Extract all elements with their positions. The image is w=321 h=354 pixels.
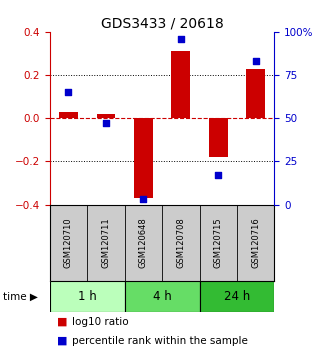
Bar [209,118,228,157]
Text: ■: ■ [56,336,67,346]
Text: time ▶: time ▶ [3,292,38,302]
Text: GSM120710: GSM120710 [64,218,73,268]
Bar [125,281,200,312]
Text: GSM120711: GSM120711 [101,218,110,268]
Bar [59,112,78,118]
Text: GSM120708: GSM120708 [176,218,185,268]
Text: log10 ratio: log10 ratio [72,317,129,327]
Text: ■: ■ [56,317,67,327]
Point [103,121,108,126]
Point [178,36,183,42]
Text: GSM120716: GSM120716 [251,218,260,268]
Title: GDS3433 / 20618: GDS3433 / 20618 [101,17,223,31]
Point [216,172,221,178]
Point [253,58,258,64]
Point [66,90,71,95]
Text: GSM120648: GSM120648 [139,218,148,268]
Bar [247,69,265,118]
Bar [50,281,125,312]
Bar [200,281,274,312]
Text: GSM120715: GSM120715 [214,218,223,268]
Text: 24 h: 24 h [224,290,250,303]
Text: 4 h: 4 h [153,290,171,303]
Text: 1 h: 1 h [78,290,97,303]
Bar [171,51,190,118]
Point [141,196,146,202]
Bar [134,118,153,198]
Bar [97,114,115,118]
Text: percentile rank within the sample: percentile rank within the sample [72,336,248,346]
